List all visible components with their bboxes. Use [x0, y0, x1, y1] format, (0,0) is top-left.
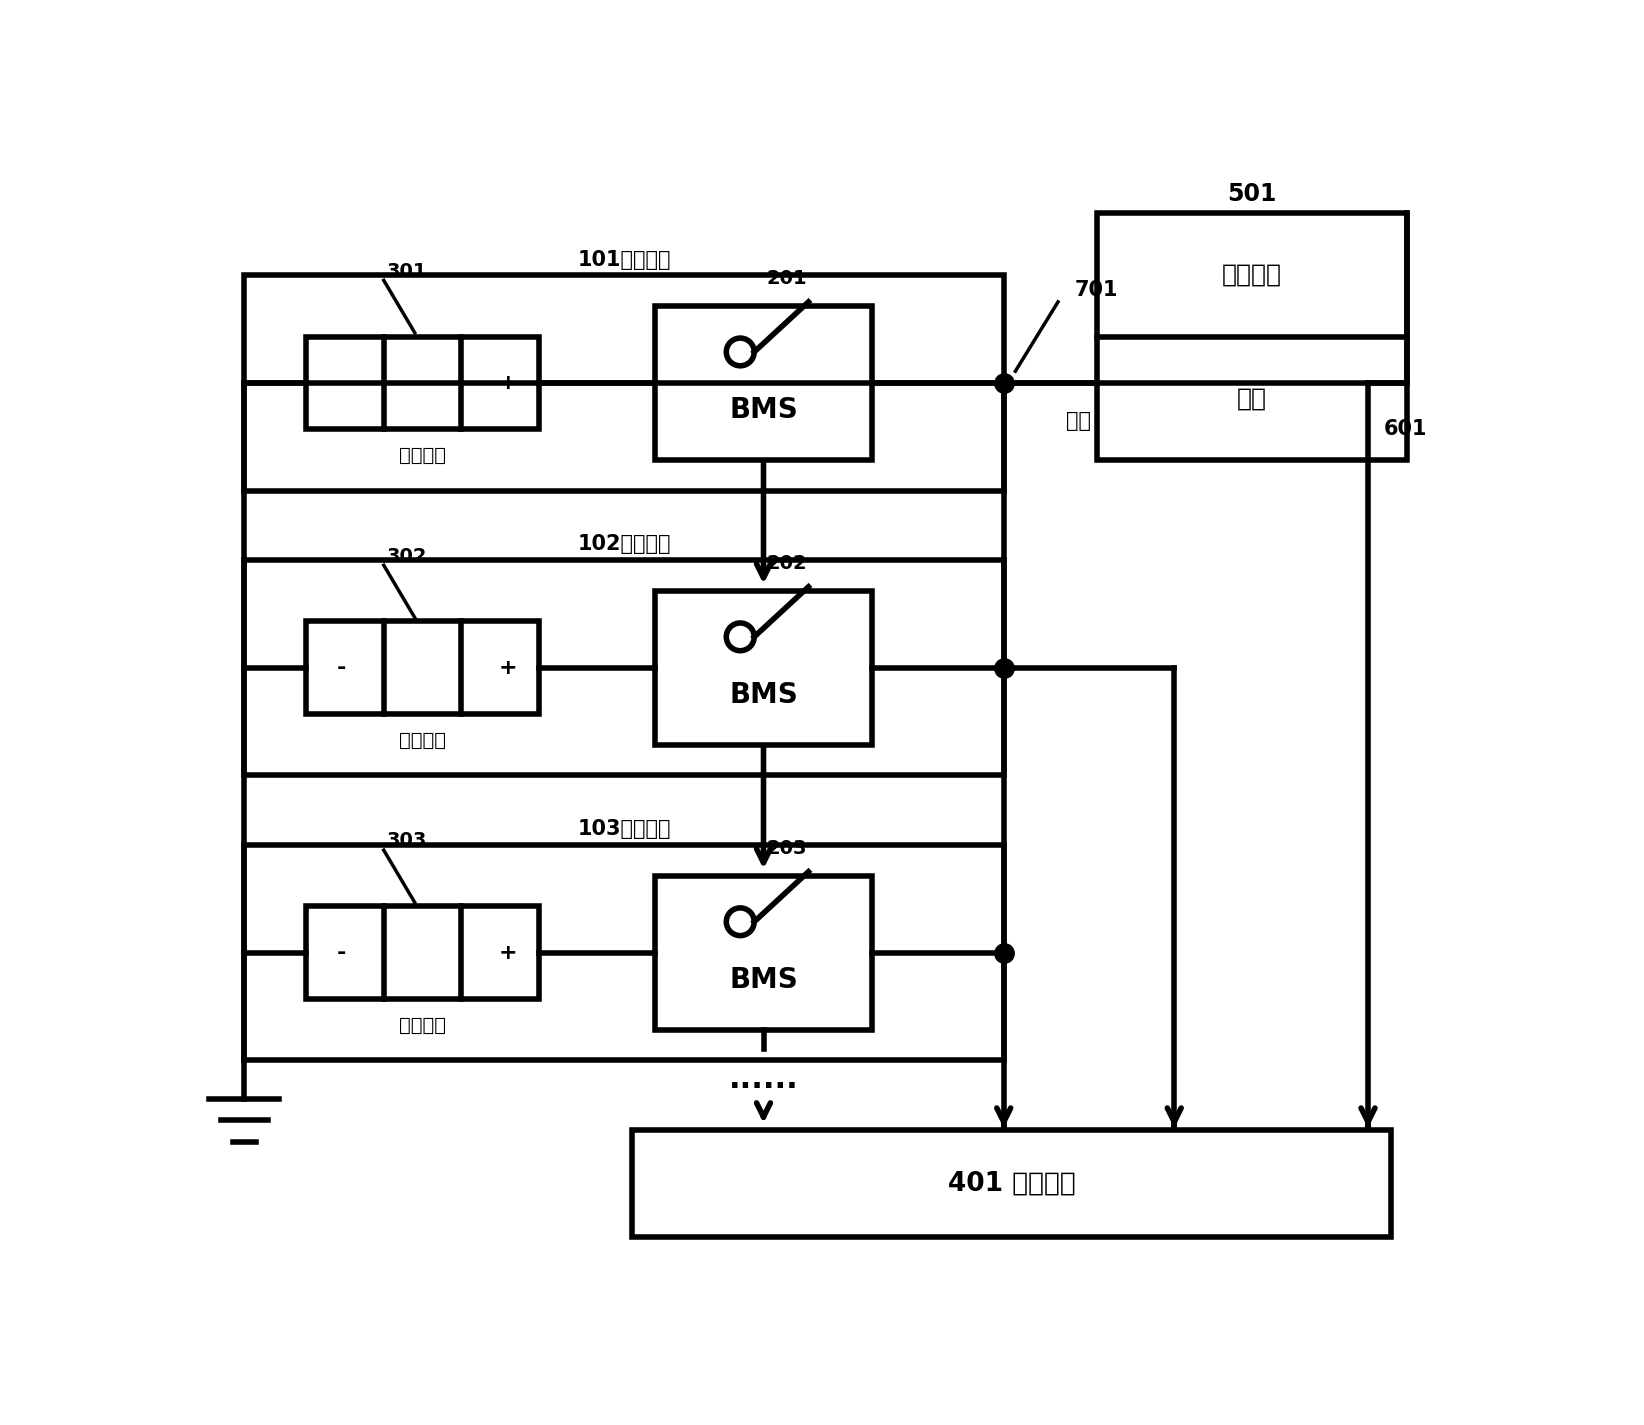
Text: +: +: [498, 373, 518, 393]
Bar: [306, 906, 539, 999]
Text: 301: 301: [386, 262, 427, 281]
Bar: [245, 275, 1004, 490]
Text: -: -: [337, 658, 345, 678]
Text: 102锂电模块: 102锂电模块: [577, 534, 671, 554]
Text: 103锂电模块: 103锂电模块: [577, 819, 671, 839]
Text: 302: 302: [386, 547, 427, 566]
Bar: [654, 590, 871, 745]
Bar: [306, 621, 539, 714]
Bar: [245, 560, 1004, 775]
Text: +: +: [498, 658, 518, 678]
Text: 201: 201: [766, 269, 807, 288]
Text: 601: 601: [1384, 419, 1427, 439]
Text: 锂电池组: 锂电池组: [399, 731, 446, 751]
Bar: [654, 306, 871, 460]
Bar: [306, 336, 539, 429]
Text: 501: 501: [1226, 182, 1276, 207]
Text: 101锂电模块: 101锂电模块: [577, 249, 671, 269]
Text: BMS: BMS: [730, 966, 797, 993]
Text: BMS: BMS: [730, 681, 797, 708]
Bar: [1097, 214, 1407, 460]
Text: 负载: 负载: [1236, 386, 1268, 410]
Text: 锂电池组: 锂电池组: [399, 1016, 446, 1035]
Bar: [631, 1130, 1391, 1237]
Text: 203: 203: [766, 839, 807, 858]
Text: 401 主控单元: 401 主控单元: [947, 1170, 1075, 1197]
Text: 母排: 母排: [1065, 412, 1090, 432]
Text: ......: ......: [728, 1064, 799, 1094]
Text: 701: 701: [1075, 281, 1118, 301]
Text: +: +: [498, 942, 518, 962]
Text: 202: 202: [766, 554, 807, 573]
Bar: [245, 845, 1004, 1060]
Bar: [654, 875, 871, 1029]
Text: BMS: BMS: [730, 396, 797, 423]
Text: 锂电池组: 锂电池组: [399, 446, 446, 466]
Text: -: -: [337, 373, 345, 393]
Text: -: -: [337, 942, 345, 962]
Text: 系统电源: 系统电源: [1221, 264, 1282, 286]
Text: 303: 303: [386, 831, 427, 851]
